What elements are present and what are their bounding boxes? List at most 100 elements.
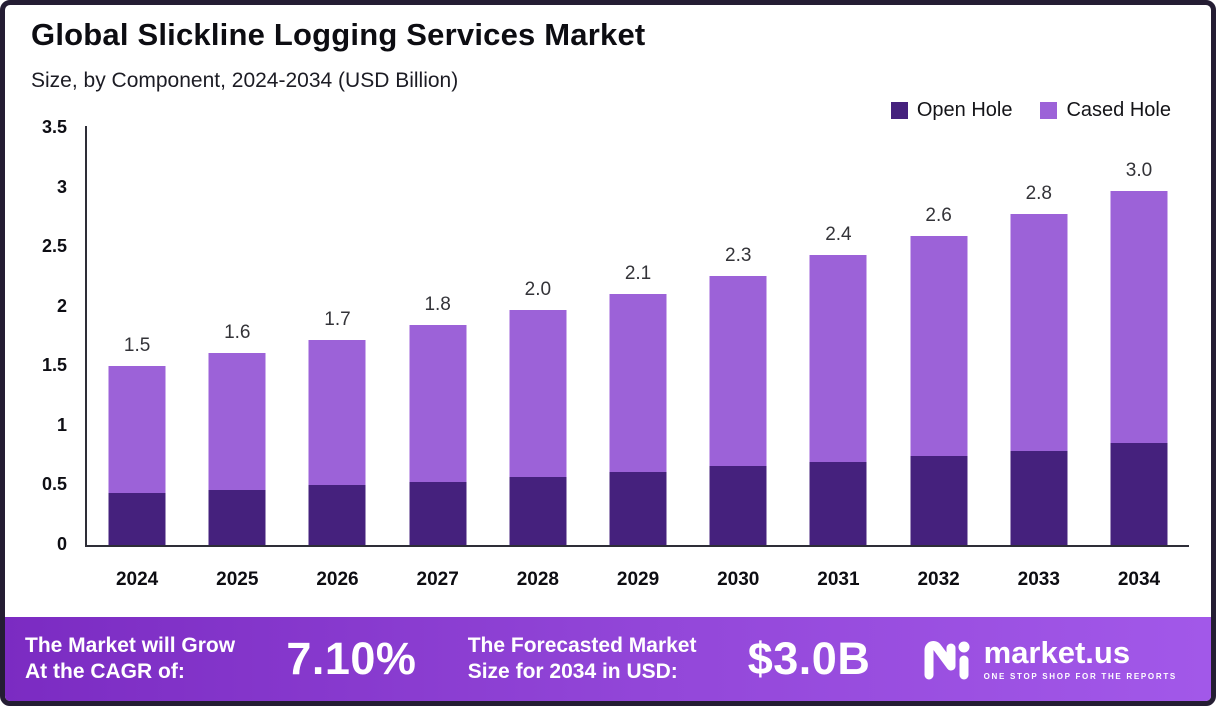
bar-column: 1.8 2027 (388, 128, 488, 590)
brand-logo: market.us ONE STOP SHOP FOR THE REPORTS (922, 635, 1177, 683)
bar-column: 1.7 2026 (287, 128, 387, 590)
bar-column: 2.4 2031 (788, 128, 888, 590)
x-axis-label: 2031 (817, 569, 860, 590)
bar-total-label: 2.4 (825, 224, 852, 246)
bar-total-label: 2.6 (925, 205, 952, 227)
open-hole-segment (910, 455, 968, 545)
y-axis-tick-label: 0.5 (41, 474, 67, 495)
open-hole-segment (609, 472, 667, 545)
chart-title: Global Slickline Logging Services Market (31, 17, 646, 52)
y-axis-line (85, 126, 87, 547)
bar-column: 2.0 2028 (488, 128, 588, 590)
bar-column: 1.5 2024 (87, 128, 187, 590)
x-axis-label: 2029 (616, 569, 660, 590)
brand-name: market.us (983, 635, 1131, 670)
cased-hole-segment (609, 293, 667, 473)
open-hole-segment (308, 485, 366, 545)
open-hole-segment (1110, 442, 1168, 545)
forecast-label: The Forecasted Market Size for 2034 in U… (468, 633, 697, 686)
legend-label-cased-hole: Cased Hole (1066, 99, 1171, 121)
bar-total-label: 3.0 (1125, 160, 1153, 182)
brand-tagline: ONE STOP SHOP FOR THE REPORTS (983, 672, 1177, 681)
legend-swatch-open-hole (890, 102, 908, 119)
legend-item-cased-hole: Cased Hole (1040, 99, 1171, 122)
stacked-bar (609, 293, 667, 545)
brand-text: market.us ONE STOP SHOP FOR THE REPORTS (984, 637, 1177, 681)
x-axis-label: 2028 (516, 569, 559, 590)
x-axis-label: 2025 (216, 569, 259, 590)
bar-total-label: 1.5 (123, 335, 151, 357)
cased-hole-segment (208, 353, 266, 491)
stacked-bar (509, 310, 567, 545)
cased-hole-segment (1110, 191, 1168, 443)
stacked-bar (108, 366, 166, 545)
y-axis-tick-label: 1 (56, 414, 67, 435)
bar-column: 2.6 2032 (889, 128, 989, 590)
y-axis-tick-label: 3.5 (41, 117, 67, 137)
forecast-label-line2: Size for 2034 in USD: (467, 660, 678, 683)
stacked-bar (208, 353, 266, 545)
footer-banner: The Market will Grow At the CAGR of: 7.1… (5, 617, 1211, 701)
cased-hole-segment (308, 340, 366, 486)
bar-column: 2.1 2029 (588, 128, 688, 590)
stacked-bar (709, 275, 767, 545)
x-axis-label: 2034 (1117, 569, 1161, 590)
cagr-label-line1: The Market will Grow (25, 633, 236, 657)
y-axis-tick-label: 0 (56, 534, 67, 554)
bar-total-label: 2.8 (1025, 182, 1052, 204)
cased-hole-segment (108, 366, 166, 493)
y-axis-tick-label: 1.5 (41, 355, 67, 376)
bar-total-label: 1.7 (324, 309, 351, 331)
cased-hole-segment (409, 324, 467, 482)
x-axis-label: 2033 (1017, 569, 1060, 590)
x-axis-label: 2030 (717, 569, 760, 590)
open-hole-segment (208, 490, 266, 545)
bar-column: 1.6 2025 (187, 128, 287, 590)
bar-column: 3.0 2034 (1089, 128, 1189, 590)
stacked-bar (308, 340, 366, 545)
x-axis-line (85, 545, 1189, 547)
x-axis-label: 2032 (917, 569, 960, 590)
cased-hole-segment (809, 255, 867, 462)
cagr-label: The Market will Grow At the CAGR of: (25, 633, 235, 686)
y-axis: 3.5 3 2.5 2 1.5 1 0.5 0 (5, 117, 77, 554)
y-axis-tick-label: 2 (56, 295, 67, 316)
bar-total-label: 2.0 (524, 279, 552, 301)
open-hole-segment (809, 461, 867, 545)
bar-chart-plot: 1.5 2024 1.6 2025 1.7 2026 1.8 2027 2.0 2028 2.1 20… (87, 128, 1189, 590)
cased-hole-segment (709, 275, 767, 467)
stacked-bar (910, 236, 968, 545)
cased-hole-segment (509, 310, 567, 478)
y-axis-tick-label: 2.5 (41, 236, 67, 257)
legend-swatch-cased-hole (1040, 102, 1058, 119)
legend-item-open-hole: Open Hole (890, 99, 1013, 122)
open-hole-segment (409, 481, 467, 545)
x-axis-label: 2027 (416, 569, 459, 590)
open-hole-segment (509, 477, 567, 545)
bar-total-label: 2.1 (624, 262, 652, 284)
stacked-bar (809, 255, 867, 545)
cagr-label-line2: At the CAGR of: (25, 660, 185, 683)
marketus-logo-icon (924, 641, 970, 680)
bar-total-label: 1.8 (424, 293, 451, 315)
y-axis-tick-label: 3 (56, 176, 67, 197)
bar-total-label: 1.6 (224, 322, 251, 344)
bar-total-label: 2.3 (725, 244, 752, 266)
x-axis-label: 2026 (316, 569, 359, 590)
chart-subtitle: Size, by Component, 2024-2034 (USD Billi… (31, 69, 459, 92)
bar-column: 2.3 2030 (688, 128, 788, 590)
stacked-bar (1010, 213, 1068, 545)
stacked-bar (409, 324, 467, 545)
open-hole-segment (1010, 450, 1068, 545)
forecast-label-line1: The Forecasted Market (467, 633, 697, 657)
forecast-value: $3.0B (747, 633, 871, 684)
stacked-bar (1110, 191, 1168, 545)
x-axis-label: 2024 (115, 569, 159, 590)
open-hole-segment (709, 466, 767, 545)
bar-column: 2.8 2033 (989, 128, 1089, 590)
cased-hole-segment (910, 236, 968, 456)
chart-legend: Open Hole Cased Hole (890, 99, 1171, 122)
legend-label-open-hole: Open Hole (916, 99, 1013, 121)
open-hole-segment (108, 492, 166, 545)
